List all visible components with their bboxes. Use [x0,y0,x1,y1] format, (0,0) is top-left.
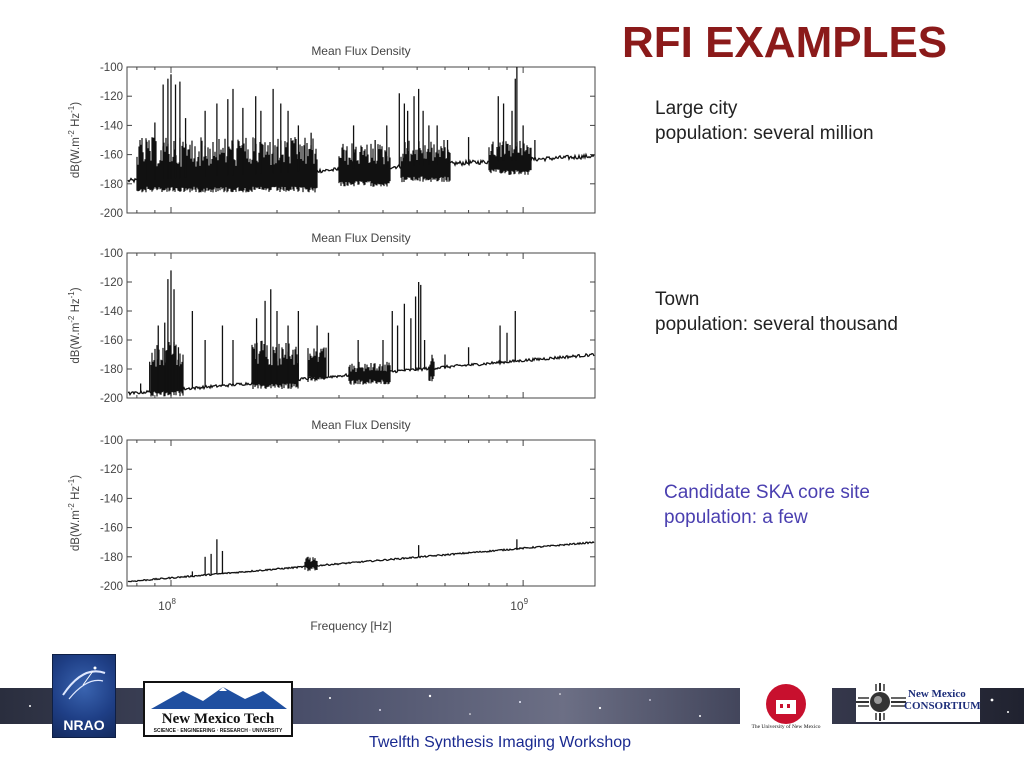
nmt-logo-sub: SCIENCE · ENGINEERING · RESEARCH · UNIVE… [153,728,283,734]
y-axis-label-part: ) [70,102,82,106]
y-axis-label-part: Hz [70,486,82,504]
y-axis-label-part: Hz [70,298,82,316]
y-tick-label: -100 [100,62,123,74]
x-tick-label-exp: 8 [171,597,176,606]
y-tick-label: -140 [100,306,123,318]
y-tick-label: -120 [100,277,123,289]
y-axis-label-part: -1 [67,105,76,113]
y-axis-label: dB(W.m-2 Hz-1) [67,287,82,363]
chart-title-2: Mean Flux Density [311,231,410,245]
y-tick-label: -180 [100,179,123,191]
caption-large-city: Large city population: several million [655,96,874,146]
nrao-logo-text: NRAO [63,717,105,733]
caption-ska-site-line1: Candidate SKA core site [664,482,870,503]
rfi-band-2-4 [348,361,391,385]
y-axis-label-part: -1 [67,291,76,299]
nmc-logo-line1: New Mexico [908,688,966,700]
chart-title-3: Mean Flux Density [311,418,410,432]
nm-consortium-logo: New Mexico CONSORTIUM [856,682,981,722]
y-tick-label: -200 [100,581,123,593]
y-tick-label: -160 [100,523,123,535]
caption-town: Town population: several thousand [655,287,898,337]
rfi-band-2-3 [307,347,327,382]
plot-frame-1 [126,66,596,214]
y-tick-label: -180 [100,552,123,564]
y-axis-label-part: -2 [67,503,76,511]
y-tick-label: -140 [100,493,123,505]
nrao-logo: NRAO [52,654,116,738]
y-axis-label-part: dB(W.m [70,510,82,551]
x-axis-label: Frequency [Hz] [310,619,391,633]
caption-town-line1: Town [655,289,700,310]
rfi-band-1-3 [400,140,451,183]
unm-emblem-icon [766,684,806,724]
y-axis-label-part: -1 [67,478,76,486]
rfi-band-3-1 [304,557,318,572]
y-axis-label: dB(W.m-2 Hz-1) [67,102,82,178]
x-tick-label: 108 [158,597,176,613]
y-tick-label: -200 [100,393,123,405]
plot-frame-3 [126,439,596,587]
caption-large-city-line2: population: several million [655,123,874,144]
footer-workshop-text: Twelfth Synthesis Imaging Workshop [368,734,632,751]
caption-ska-site-line2: population: a few [664,507,808,528]
y-tick-label: -160 [100,335,123,347]
caption-ska-site: Candidate SKA core site population: a fe… [664,480,870,530]
y-tick-label: -180 [100,364,123,376]
footer-stars [29,693,1009,717]
unm-logo-text: The University of New Mexico [751,724,821,730]
caption-large-city-line1: Large city [655,98,738,119]
zia-sun-icon [856,683,906,721]
y-axis-label-part: dB(W.m [70,137,82,178]
chart-title-1: Mean Flux Density [311,44,410,58]
y-tick-label: -100 [100,435,123,447]
rfi-charts: Mean Flux Density -100 -120 -140 -160 -180 -20… [67,44,596,633]
y-axis-label-part: Hz [70,113,82,131]
telescope-dish-icon [62,666,106,700]
y-tick-label: -120 [100,91,123,103]
y-axis-label-part: dB(W.m [70,323,82,364]
y-axis-label-part: -2 [67,130,76,138]
rfi-band-1-1 [136,137,318,193]
x-tick-label: 109 [510,597,528,613]
y-tick-label: -100 [100,248,123,260]
caption-town-line2: population: several thousand [655,314,898,335]
y-tick-label: -140 [100,120,123,132]
y-axis-label: dB(W.m-2 Hz-1) [67,475,82,551]
y-axis-label-part: ) [70,287,82,291]
nmc-logo-line2: CONSORTIUM [904,700,981,712]
new-mexico-tech-logo: New Mexico Tech SCIENCE · ENGINEERING · … [143,681,293,737]
x-tick-label-base: 10 [510,599,524,613]
mountains-icon [151,687,287,709]
nmt-logo-name: New Mexico Tech [161,711,275,727]
x-tick-label-exp: 9 [524,597,529,606]
y-axis-label-part: ) [70,475,82,479]
y-tick-label: -160 [100,150,123,162]
y-tick-label: -120 [100,464,123,476]
rfi-band-1-2 [338,143,391,187]
y-tick-label: -200 [100,208,123,220]
x-tick-label-base: 10 [158,599,172,613]
rfi-band-2-5 [428,354,435,382]
unm-logo: The University of New Mexico [740,680,832,738]
y-axis-label-part: -2 [67,315,76,323]
slide-title: RFI EXAMPLES [622,18,948,67]
